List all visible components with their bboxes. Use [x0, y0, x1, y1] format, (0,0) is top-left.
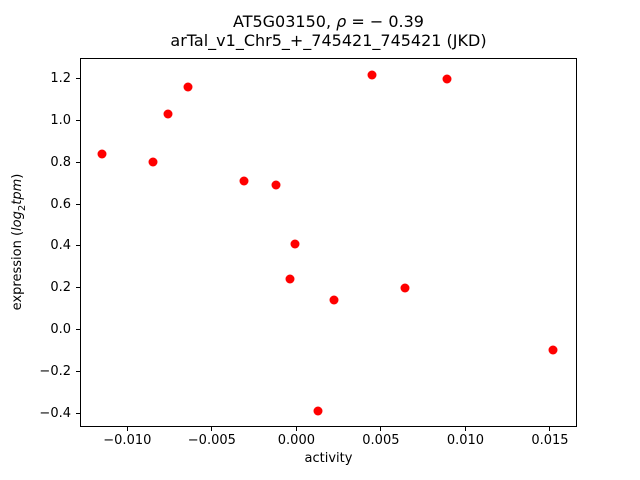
data-point [442, 74, 452, 84]
chart-title-line2: arTal_v1_Chr5_+_745421_745421 (JKD) [170, 31, 487, 50]
data-point [183, 82, 193, 92]
x-tick-label: −0.005 [187, 433, 236, 448]
x-tick-label: 0.005 [362, 433, 400, 448]
data-point [367, 70, 377, 80]
x-tick-label: 0.015 [531, 433, 569, 448]
y-tick-mark [76, 329, 80, 330]
x-tick-label: −0.010 [103, 433, 152, 448]
y-tick-mark [76, 287, 80, 289]
y-tick-label: 1.0 [50, 113, 71, 129]
title-rho-value: = − 0.39 [346, 12, 424, 31]
data-point [163, 109, 173, 119]
x-tick-mark [295, 427, 297, 431]
data-point [548, 345, 558, 355]
y-tick-mark [76, 245, 80, 247]
plot-area [80, 58, 577, 427]
ylabel-suffix: ) [10, 173, 26, 179]
data-point [148, 157, 158, 167]
data-point [329, 295, 339, 305]
x-tick-mark [211, 427, 213, 431]
x-tick-label: 0.000 [277, 433, 315, 448]
data-point [400, 283, 410, 293]
ylabel-log-word: log [10, 211, 26, 231]
y-tick-label: 0.6 [50, 196, 71, 212]
y-tick-label: 0.4 [50, 238, 71, 254]
y-tick-label: 0.8 [50, 154, 71, 170]
y-tick-label: −0.4 [39, 405, 71, 421]
y-tick-label: 0.2 [50, 280, 71, 296]
data-point [239, 176, 249, 186]
y-tick-mark [76, 78, 80, 80]
y-tick-mark [76, 161, 80, 163]
x-tick-mark [549, 427, 551, 431]
x-axis-label: activity [304, 451, 353, 466]
y-tick-mark [76, 120, 80, 122]
y-tick-mark [76, 370, 80, 372]
title-rho-symbol: ρ [336, 12, 347, 31]
y-tick-label: −0.2 [39, 363, 71, 379]
data-point [313, 406, 323, 416]
data-point [97, 149, 107, 159]
y-tick-label: 0.0 [50, 322, 71, 337]
data-point [285, 274, 295, 284]
chart-title-line1: AT5G03150, ρ = − 0.39 [80, 12, 577, 31]
x-tick-label: 0.010 [446, 433, 485, 448]
chart-title: AT5G03150, ρ = − 0.39 arTal_v1_Chr5_+_74… [80, 12, 577, 50]
data-point [290, 239, 300, 249]
title-gene-text: AT5G03150, [233, 12, 337, 31]
x-tick-mark [464, 427, 466, 431]
y-tick-mark [76, 203, 80, 205]
y-tick-label: 1.2 [50, 71, 71, 87]
data-point [271, 180, 281, 190]
x-tick-mark [126, 427, 128, 431]
y-tick-mark [76, 412, 80, 414]
x-tick-mark [380, 427, 382, 431]
